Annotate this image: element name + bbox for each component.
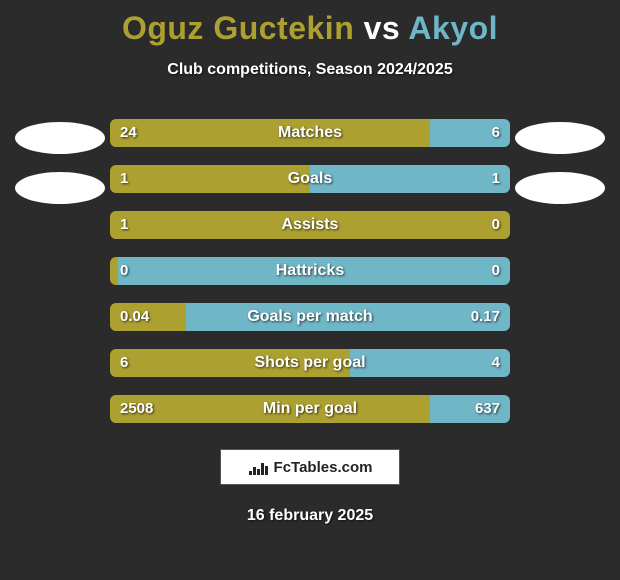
- stat-row: 246Matches: [110, 119, 510, 147]
- avatar-right: [515, 122, 605, 154]
- stat-row: 0.040.17Goals per match: [110, 303, 510, 331]
- avatar-left: [15, 122, 105, 154]
- avatar-right: [515, 172, 605, 204]
- logo-badge: FcTables.com: [220, 449, 400, 485]
- bar-chart-icon: [248, 459, 268, 475]
- title-vs: vs: [364, 10, 401, 46]
- stat-label: Min per goal: [110, 395, 510, 423]
- comparison-card: Oguz Guctekin vs Akyol Club competitions…: [0, 0, 620, 580]
- subtitle: Club competitions, Season 2024/2025: [0, 61, 620, 79]
- stat-label: Shots per goal: [110, 349, 510, 377]
- stat-label: Goals per match: [110, 303, 510, 331]
- stats-list: 246Matches 11Goals 10Assists 00Hattricks 0.0…: [0, 119, 620, 423]
- logo-text: FcTables.com: [274, 459, 373, 476]
- stat-row: 10Assists: [110, 211, 510, 239]
- avatar-left: [15, 172, 105, 204]
- stat-row: 00Hattricks: [110, 257, 510, 285]
- title-player2: Akyol: [408, 10, 498, 46]
- stat-label: Assists: [110, 211, 510, 239]
- stat-row: 11Goals: [110, 165, 510, 193]
- title-player1: Oguz Guctekin: [122, 10, 354, 46]
- stat-row: 2508637Min per goal: [110, 395, 510, 423]
- stat-label: Hattricks: [110, 257, 510, 285]
- date-label: 16 february 2025: [0, 507, 620, 525]
- stat-label: Matches: [110, 119, 510, 147]
- stat-label: Goals: [110, 165, 510, 193]
- page-title: Oguz Guctekin vs Akyol: [0, 0, 620, 47]
- stat-row: 64Shots per goal: [110, 349, 510, 377]
